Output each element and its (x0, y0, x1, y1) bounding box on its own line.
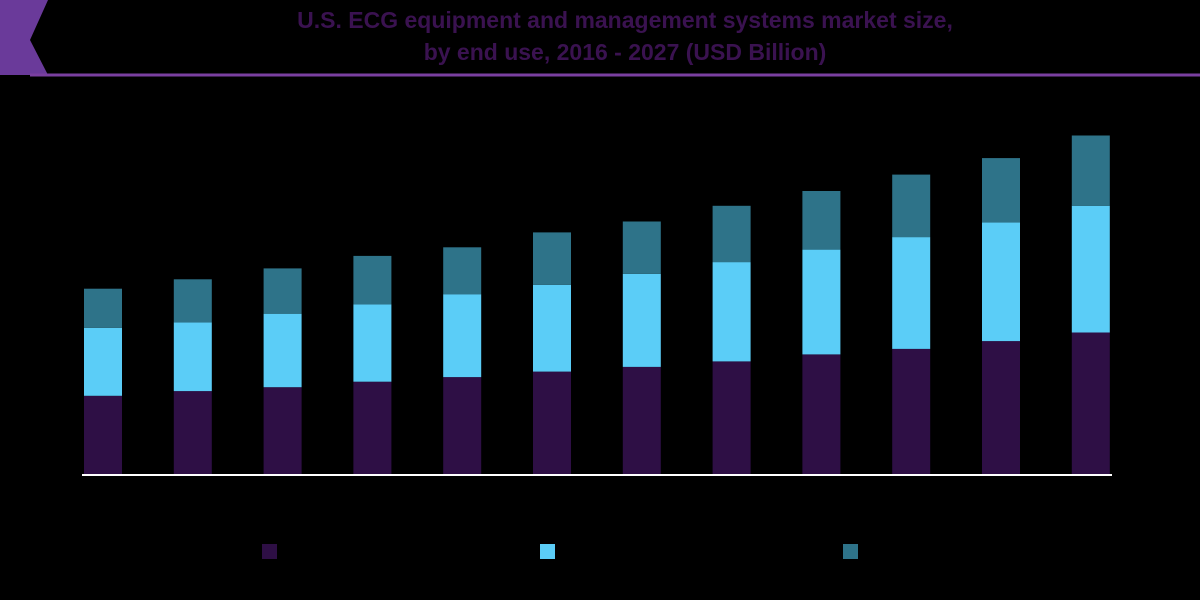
legend-swatch-series-2 (540, 544, 555, 559)
bar-segment-6-series-1 (533, 371, 571, 474)
legend-swatch-series-1 (262, 544, 277, 559)
bar-segment-3-series-3 (263, 268, 302, 314)
bar-segment-5-series-2 (443, 294, 482, 378)
chart-title-line-1: U.S. ECG equipment and management system… (297, 7, 953, 33)
bar-segment-9-series-3 (802, 191, 841, 250)
bar-segment-4-series-2 (353, 304, 392, 382)
bar-segment-9-series-2 (802, 249, 841, 355)
bar-group (84, 135, 1110, 474)
bar-segment-11-series-1 (982, 341, 1020, 474)
legend (262, 544, 858, 559)
bar-segment-2-series-1 (173, 391, 212, 474)
chart-title: U.S. ECG equipment and management system… (120, 4, 1130, 68)
bar-segment-10-series-1 (892, 348, 931, 474)
bar-segment-1-series-3 (84, 288, 122, 328)
bar-segment-8-series-2 (712, 262, 751, 362)
bar-segment-5-series-3 (443, 247, 482, 295)
bar-segment-6-series-2 (533, 284, 571, 372)
bar-segment-1-series-2 (84, 327, 122, 396)
bar-segment-11-series-2 (982, 222, 1020, 342)
bar-segment-7-series-2 (622, 273, 661, 367)
bar-segment-6-series-3 (533, 232, 571, 285)
bar-segment-3-series-1 (263, 387, 302, 474)
bar-segment-2-series-3 (173, 279, 212, 323)
bar-segment-2-series-2 (173, 322, 212, 392)
bar-segment-11-series-3 (982, 158, 1020, 223)
chart-title-line-2: by end use, 2016 - 2027 (USD Billion) (423, 39, 827, 65)
bar-segment-7-series-3 (622, 221, 661, 274)
bar-segment-8-series-3 (712, 205, 751, 263)
header-accent (0, 0, 1200, 77)
bar-segment-4-series-3 (353, 255, 392, 305)
bar-segment-5-series-1 (443, 377, 482, 474)
bar-segment-12-series-2 (1071, 205, 1110, 333)
bar-segment-12-series-3 (1071, 135, 1110, 206)
legend-swatch-series-3 (843, 544, 858, 559)
bar-segment-8-series-1 (712, 361, 751, 474)
bar-segment-9-series-1 (802, 354, 841, 474)
bar-segment-3-series-2 (263, 313, 302, 388)
bar-segment-12-series-1 (1071, 332, 1110, 474)
bar-segment-7-series-1 (622, 366, 661, 474)
bar-segment-4-series-1 (353, 381, 392, 474)
bar-segment-10-series-2 (892, 237, 931, 349)
bar-segment-1-series-1 (84, 395, 122, 474)
bar-segment-10-series-3 (892, 174, 931, 238)
